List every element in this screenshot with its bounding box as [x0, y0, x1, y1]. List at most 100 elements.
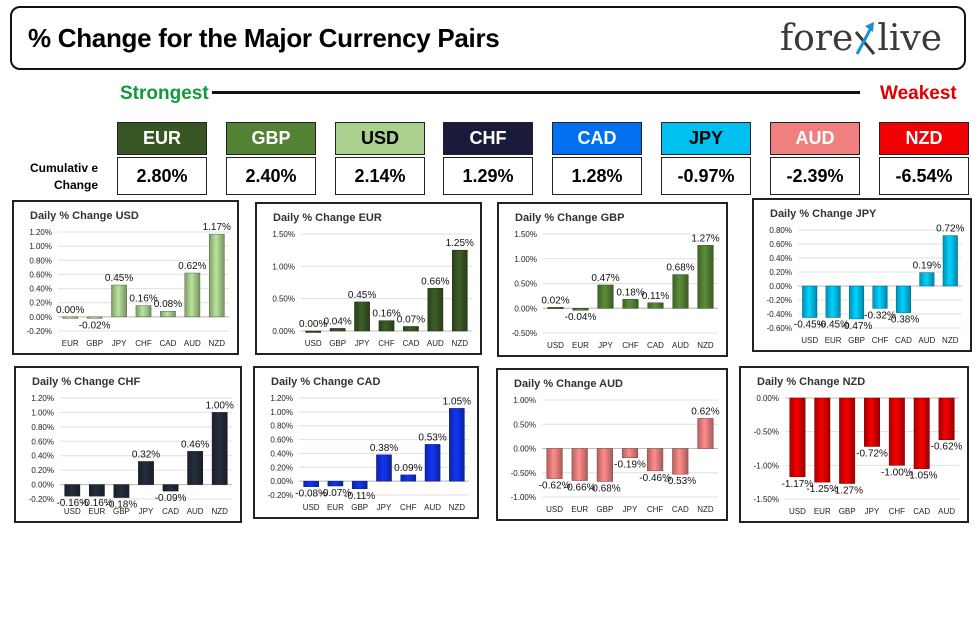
data-label: 0.45% [348, 290, 376, 301]
bar-aud [427, 288, 444, 332]
y-tick-label: 0.20% [769, 268, 792, 277]
bar-chf [647, 448, 664, 472]
chart-title: Daily % Change GBP [515, 212, 624, 224]
cumulative-value-chf: 1.29% [443, 157, 533, 195]
y-tick-label: 0.40% [769, 254, 792, 263]
cumulative-label-line1: Cumulativ e [29, 161, 98, 175]
cumulative-value-usd: 2.14% [335, 157, 425, 195]
x-tick-label: AUD [672, 341, 689, 350]
bar-cad [160, 310, 176, 318]
bar-jpy [376, 454, 392, 482]
x-tick-label: GBP [113, 507, 130, 516]
bar-gbp [839, 397, 856, 484]
bar-usd [64, 484, 81, 497]
chart-panel-gbp: Daily % Change GBP -0.50% 0.00% 0.50% 1.00% 1… [497, 202, 728, 357]
data-label: 0.04% [323, 316, 351, 327]
bar-jpy [138, 461, 154, 485]
x-tick-label: EUR [327, 503, 344, 512]
data-label: 0.53% [418, 432, 446, 443]
chart-panel-aud: Daily % Change AUD -1.00% -0.50% 0.00% 0.50%… [496, 368, 728, 521]
data-label: 0.47% [591, 273, 619, 284]
data-label: 0.16% [372, 309, 400, 320]
bar-jpy [864, 397, 880, 447]
chart-panel-jpy: Daily % Change JPY -0.60% -0.40% -0.20% 0.00… [752, 198, 972, 352]
x-tick-label: NZD [697, 505, 714, 514]
data-label: 0.32% [132, 449, 160, 460]
x-tick-label: CAD [159, 339, 176, 348]
bar-cad [672, 448, 689, 475]
data-label: -0.16% [56, 498, 88, 509]
data-label: 0.46% [181, 439, 209, 450]
x-tick-label: EUR [814, 507, 831, 516]
y-tick-label: 0.00% [29, 313, 52, 322]
x-tick-label: USD [546, 505, 563, 514]
y-tick-label: 0.00% [270, 477, 293, 486]
data-label: 0.00% [299, 319, 327, 330]
data-label: 0.45% [105, 273, 133, 284]
y-tick-label: 0.20% [29, 299, 52, 308]
data-label: -0.04% [565, 312, 597, 323]
chart-title: Daily % Change CHF [32, 376, 140, 388]
bar-gbp [596, 448, 613, 482]
bar-jpy [354, 301, 370, 332]
data-label: -1.05% [906, 471, 938, 482]
bar-eur [62, 316, 79, 319]
x-tick-label: EUR [825, 336, 842, 345]
bar-nzd [451, 249, 468, 332]
bar-nzd [697, 418, 714, 449]
data-label: -0.45% [817, 320, 849, 331]
data-label: -0.72% [856, 448, 888, 459]
currency-header-chf: CHF [443, 122, 533, 155]
x-tick-label: CHF [378, 339, 395, 348]
y-tick-label: 0.60% [29, 270, 52, 279]
x-tick-label: USD [64, 507, 81, 516]
y-tick-label: -1.50% [754, 495, 779, 504]
bar-chf [888, 397, 905, 466]
x-tick-label: JPY [377, 503, 392, 512]
bar-gbp [86, 316, 103, 319]
bar-usd [802, 285, 818, 318]
bar-jpy [597, 284, 614, 309]
x-tick-label: GBP [839, 507, 856, 516]
bar-eur [327, 480, 344, 487]
y-tick-label: 0.00% [756, 394, 779, 403]
y-tick-label: 1.50% [272, 230, 295, 239]
data-label: 0.08% [154, 299, 182, 310]
x-tick-label: AUD [184, 339, 201, 348]
x-tick-label: CHF [135, 339, 152, 348]
data-label: 0.19% [913, 261, 941, 272]
y-tick-label: 0.40% [270, 449, 293, 458]
bar-cad [162, 484, 179, 492]
x-tick-label: CAD [672, 505, 689, 514]
bar-cad [895, 285, 911, 313]
logo-text-left: fore [779, 18, 854, 59]
ranking-divider [212, 91, 860, 94]
x-tick-label: JPY [355, 339, 370, 348]
bar-aud [672, 274, 689, 309]
chart-title: Daily % Change USD [30, 210, 139, 222]
page-title: % Change for the Major Currency Pairs [28, 23, 500, 53]
y-tick-label: -0.20% [29, 495, 54, 504]
cumulative-change-label: Cumulativ e Change [22, 160, 98, 194]
y-tick-label: 1.20% [270, 394, 293, 403]
y-tick-label: 0.00% [31, 481, 54, 490]
data-label: -0.32% [864, 310, 896, 321]
y-tick-label: 1.00% [270, 408, 293, 417]
y-tick-label: -0.50% [512, 329, 537, 338]
data-label: -0.16% [81, 498, 113, 509]
weakest-label: Weakest [880, 83, 957, 104]
bar-eur [825, 285, 841, 318]
data-label: -0.11% [344, 491, 375, 502]
chart-title: Daily % Change CAD [271, 376, 380, 388]
data-label: -0.62% [931, 442, 963, 453]
bar-chf [622, 299, 639, 309]
cumulative-label-line2: Change [53, 178, 98, 192]
y-tick-label: 0.50% [272, 295, 295, 304]
y-tick-label: 0.80% [769, 226, 792, 235]
bar-usd [789, 397, 806, 478]
x-tick-label: JPY [139, 507, 154, 516]
x-tick-label: JPY [623, 505, 638, 514]
data-label: -0.07% [320, 488, 352, 499]
x-tick-label: EUR [572, 341, 589, 350]
data-label: -0.09% [155, 493, 187, 504]
